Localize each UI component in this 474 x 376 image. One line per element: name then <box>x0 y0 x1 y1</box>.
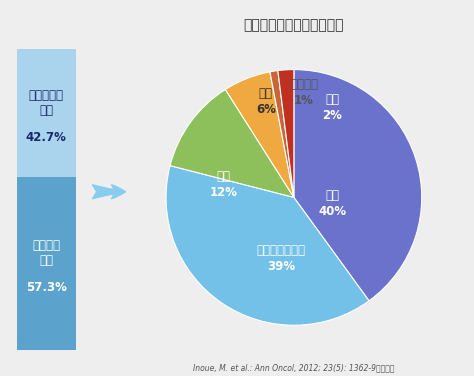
Text: 運動不足
1%: 運動不足 1% <box>290 78 318 107</box>
Text: 喫煙
40%: 喫煙 40% <box>318 189 346 218</box>
Text: 要因: 要因 <box>39 104 53 117</box>
Wedge shape <box>170 89 294 197</box>
Text: その他の: その他の <box>32 239 60 252</box>
Text: 飲酒
12%: 飲酒 12% <box>210 170 237 199</box>
Title: 日本人におけるがんの要因: 日本人におけるがんの要因 <box>244 18 344 32</box>
Text: 肥満
2%: 肥満 2% <box>322 93 342 123</box>
Text: 要因: 要因 <box>39 254 53 267</box>
Text: ウイルス・細菌
39%: ウイルス・細菌 39% <box>256 244 306 273</box>
Wedge shape <box>294 70 422 301</box>
Text: 42.7%: 42.7% <box>26 131 67 144</box>
Wedge shape <box>270 71 294 197</box>
Bar <box>17 177 75 350</box>
Wedge shape <box>225 72 294 197</box>
Wedge shape <box>278 70 294 197</box>
Text: Inoue, M. et al.: Ann Oncol, 2012; 23(5): 1362-9より作成: Inoue, M. et al.: Ann Oncol, 2012; 23(5)… <box>193 363 395 372</box>
Text: 予測可能な: 予測可能な <box>29 89 64 102</box>
Text: 57.3%: 57.3% <box>26 281 67 294</box>
Wedge shape <box>166 165 369 325</box>
Text: 食事
6%: 食事 6% <box>256 87 276 116</box>
Bar <box>17 49 75 177</box>
